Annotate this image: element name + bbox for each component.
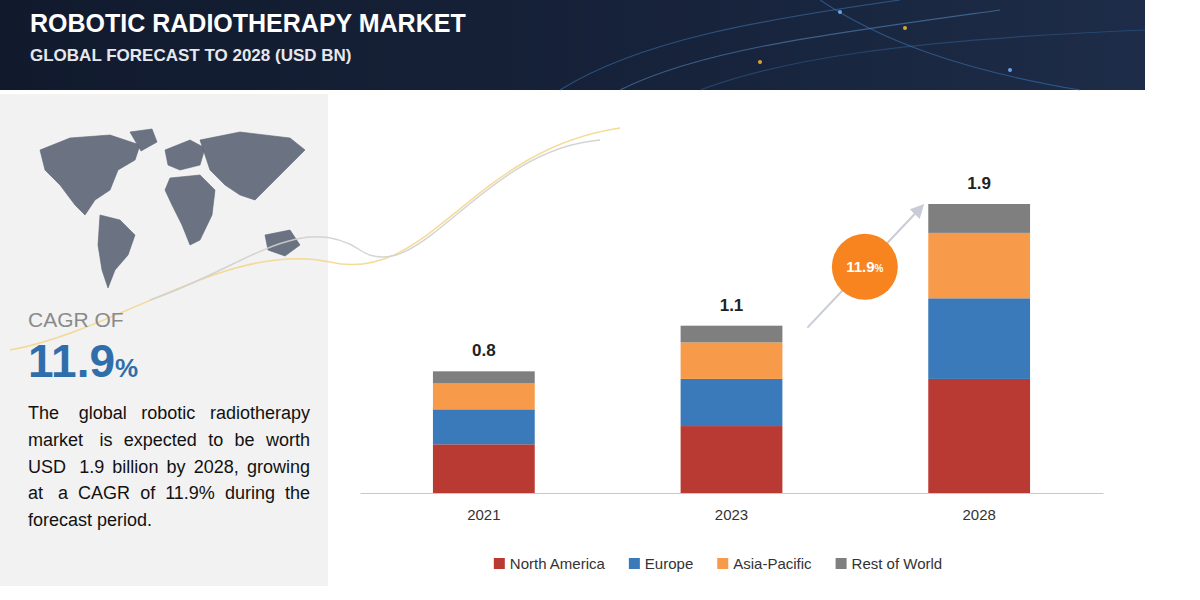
growth-arrow <box>807 206 922 328</box>
legend-swatch <box>717 558 728 569</box>
chart-title: ROBOTIC RADIOTHERAPY MARKET <box>30 9 466 37</box>
header-streak <box>700 30 1145 90</box>
legend: North America Europe Asia-Pacific Rest of W… <box>494 555 942 572</box>
legend-swatch <box>836 558 847 569</box>
header-streak <box>820 0 1080 90</box>
legend-label: Rest of World <box>852 555 943 572</box>
legend-item: Rest of World <box>836 555 943 572</box>
world-map-shape <box>200 132 305 200</box>
legend-swatch <box>629 558 640 569</box>
world-map-shape <box>40 135 140 215</box>
bar-segment <box>928 298 1030 379</box>
cagr-heading: CAGR OF <box>28 308 124 331</box>
growth-badge <box>832 234 898 300</box>
header-light <box>758 60 762 64</box>
x-tick-label: 2028 <box>962 506 995 523</box>
bar-segment <box>433 371 535 383</box>
bar-segment <box>928 233 1030 298</box>
header-streak <box>620 10 1000 90</box>
legend-label: North America <box>510 555 606 572</box>
header-streak <box>560 0 900 90</box>
world-map-shape <box>130 129 157 151</box>
header-light <box>838 10 842 14</box>
bar-segment <box>928 379 1030 493</box>
x-tick-label: 2023 <box>715 506 748 523</box>
decor-curve <box>10 128 620 350</box>
total-label: 1.1 <box>720 296 744 315</box>
x-tick-label: 2021 <box>467 506 500 523</box>
bar-segment <box>681 326 783 343</box>
x-tick: 2028 <box>962 506 995 523</box>
header-light <box>1008 68 1012 72</box>
side-panel <box>0 94 328 586</box>
world-map-shape <box>165 175 215 245</box>
legend-label: Europe <box>645 555 693 572</box>
total-label: 1.9 <box>967 174 991 193</box>
bar-segment <box>681 426 783 493</box>
growth-badge-label: 11.9% <box>846 258 883 275</box>
decor-curve <box>150 140 600 300</box>
bar-segment <box>681 379 783 426</box>
legend-item: North America <box>494 555 606 572</box>
x-tick: 2023 <box>715 506 748 523</box>
cagr-value: 11.9% <box>28 335 138 387</box>
chart-canvas: ROBOTIC RADIOTHERAPY MARKET GLOBAL FORECA… <box>0 0 1200 600</box>
world-map-shape <box>165 140 205 170</box>
header-background <box>0 0 1145 90</box>
chart-subtitle: GLOBAL FORECAST TO 2028 (USD BN) <box>30 46 351 65</box>
legend-label: Asia-Pacific <box>733 555 812 572</box>
world-map-shape <box>98 215 135 288</box>
bar-segment <box>433 409 535 444</box>
legend-item: Europe <box>629 555 693 572</box>
x-axis-line <box>361 493 1104 494</box>
description: The global robotic radiotherapymarket is… <box>28 403 310 530</box>
bar-segment <box>433 383 535 409</box>
bar-segment <box>928 204 1030 233</box>
x-tick: 2021 <box>467 506 500 523</box>
x-axis: 2021 2023 2028 <box>361 494 1104 523</box>
bar-segment <box>681 342 783 379</box>
legend-swatch <box>494 558 505 569</box>
bar-segment <box>433 444 535 493</box>
total-label: 0.8 <box>472 341 496 360</box>
bars <box>433 204 1030 493</box>
legend-item: Asia-Pacific <box>717 555 812 572</box>
header-light <box>903 26 907 30</box>
